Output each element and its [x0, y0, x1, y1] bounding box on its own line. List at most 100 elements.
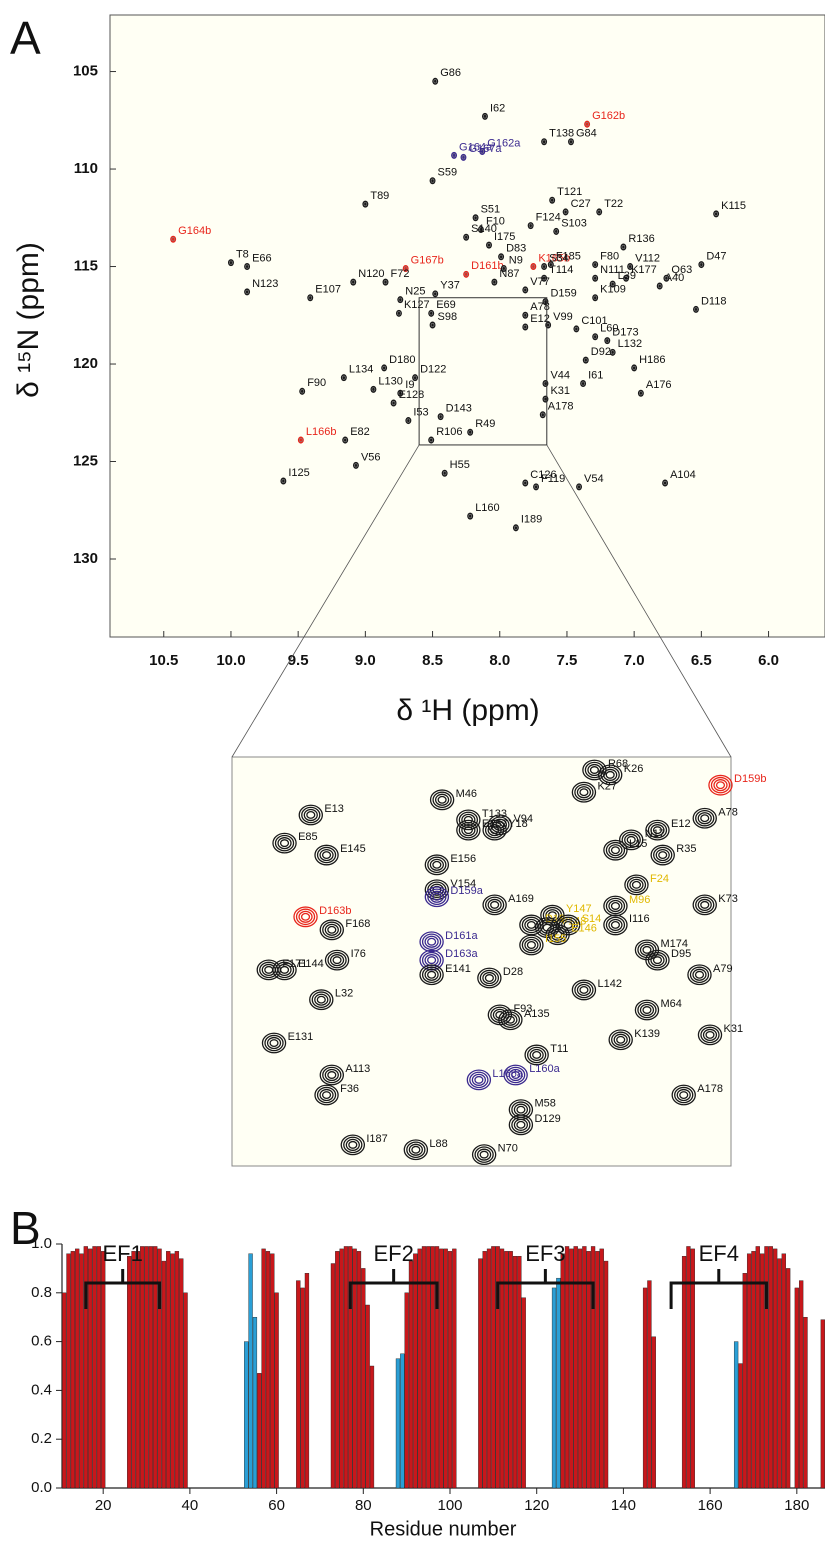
peak-label: F36 [340, 1083, 359, 1095]
peak [244, 263, 251, 271]
bar [79, 1253, 84, 1489]
contour [429, 883, 444, 896]
contour [574, 783, 594, 801]
spectrum-frame [109, 14, 825, 638]
contour [583, 358, 588, 363]
peak-label: I76 [351, 948, 366, 960]
peak-label: A176 [646, 379, 672, 391]
contour [471, 1073, 486, 1086]
contour [329, 954, 345, 967]
bar [521, 1297, 526, 1489]
peak [582, 356, 589, 364]
contour [574, 981, 594, 999]
peak-label: M64 [661, 998, 682, 1010]
contour [600, 766, 620, 784]
peak [512, 524, 519, 532]
contour [597, 764, 623, 786]
peak-label: E144 [298, 958, 324, 970]
contour [532, 1050, 542, 1059]
x-tick-label: 6.5 [691, 652, 712, 669]
peak [692, 807, 717, 829]
contour [624, 874, 649, 896]
x-tick-label: 6.0 [758, 652, 779, 669]
peak [627, 263, 634, 271]
peak-label: Y37 [440, 280, 460, 292]
bar [83, 1246, 88, 1489]
contour [656, 282, 663, 290]
contour [593, 295, 597, 300]
contour [272, 832, 297, 854]
peak-label: N123 [252, 278, 278, 290]
contour [542, 380, 549, 388]
peak [352, 461, 359, 469]
contour [463, 826, 473, 835]
contour [269, 1039, 279, 1047]
contour [482, 819, 507, 841]
peak [428, 436, 435, 444]
zoom-connector [231, 444, 420, 758]
contour [511, 1116, 531, 1134]
peak-label: D159a [450, 885, 483, 897]
contour [524, 1044, 549, 1066]
peak-label: I61 [588, 369, 603, 381]
bar [599, 1248, 604, 1489]
contour [610, 350, 615, 355]
peak-label: D129 [534, 1113, 560, 1125]
peak-label: K26 [624, 763, 644, 775]
peak [553, 227, 560, 235]
peak [244, 288, 251, 296]
peak-label: E146 [571, 923, 597, 935]
contour [281, 478, 286, 484]
contour [468, 430, 472, 435]
peak [519, 934, 544, 956]
contour [610, 846, 621, 855]
bar [447, 1251, 453, 1489]
peak [463, 233, 470, 241]
peak-label: E141 [445, 963, 471, 975]
contour [342, 436, 349, 444]
bar [296, 1280, 301, 1489]
contour [605, 770, 615, 779]
contour [245, 264, 249, 269]
peak [576, 483, 583, 491]
x-tick-label: 8.5 [422, 652, 443, 669]
contour [522, 323, 529, 331]
peak-label: G162b [592, 110, 625, 122]
bar [478, 1258, 483, 1489]
peak-label: D83 [506, 243, 526, 255]
contour [316, 995, 326, 1004]
peak [350, 278, 357, 286]
peak [656, 282, 663, 290]
bar [413, 1253, 418, 1489]
bar [148, 1246, 154, 1489]
contour [526, 1046, 547, 1064]
bar [746, 1253, 752, 1489]
contour [542, 139, 546, 144]
contour [503, 1013, 518, 1026]
contour [468, 514, 472, 519]
contour [244, 263, 251, 271]
contour [398, 391, 403, 396]
bar [452, 1248, 457, 1489]
bar [274, 1292, 279, 1489]
contour [609, 348, 616, 356]
contour [327, 1071, 337, 1079]
peak [637, 389, 644, 397]
peak-label: D122 [420, 364, 446, 376]
contour [689, 966, 710, 984]
contour [577, 484, 581, 489]
peak-label: E69 [436, 299, 456, 311]
contour [403, 1139, 429, 1161]
bar [101, 1251, 106, 1489]
bar [439, 1248, 444, 1489]
contour [624, 276, 628, 281]
contour [467, 512, 474, 520]
peak [545, 924, 570, 946]
contour [350, 278, 357, 286]
contour [657, 283, 662, 289]
peak [573, 325, 580, 333]
bar [781, 1253, 786, 1489]
bar [799, 1280, 804, 1489]
peak [522, 323, 529, 331]
contour [437, 413, 444, 421]
